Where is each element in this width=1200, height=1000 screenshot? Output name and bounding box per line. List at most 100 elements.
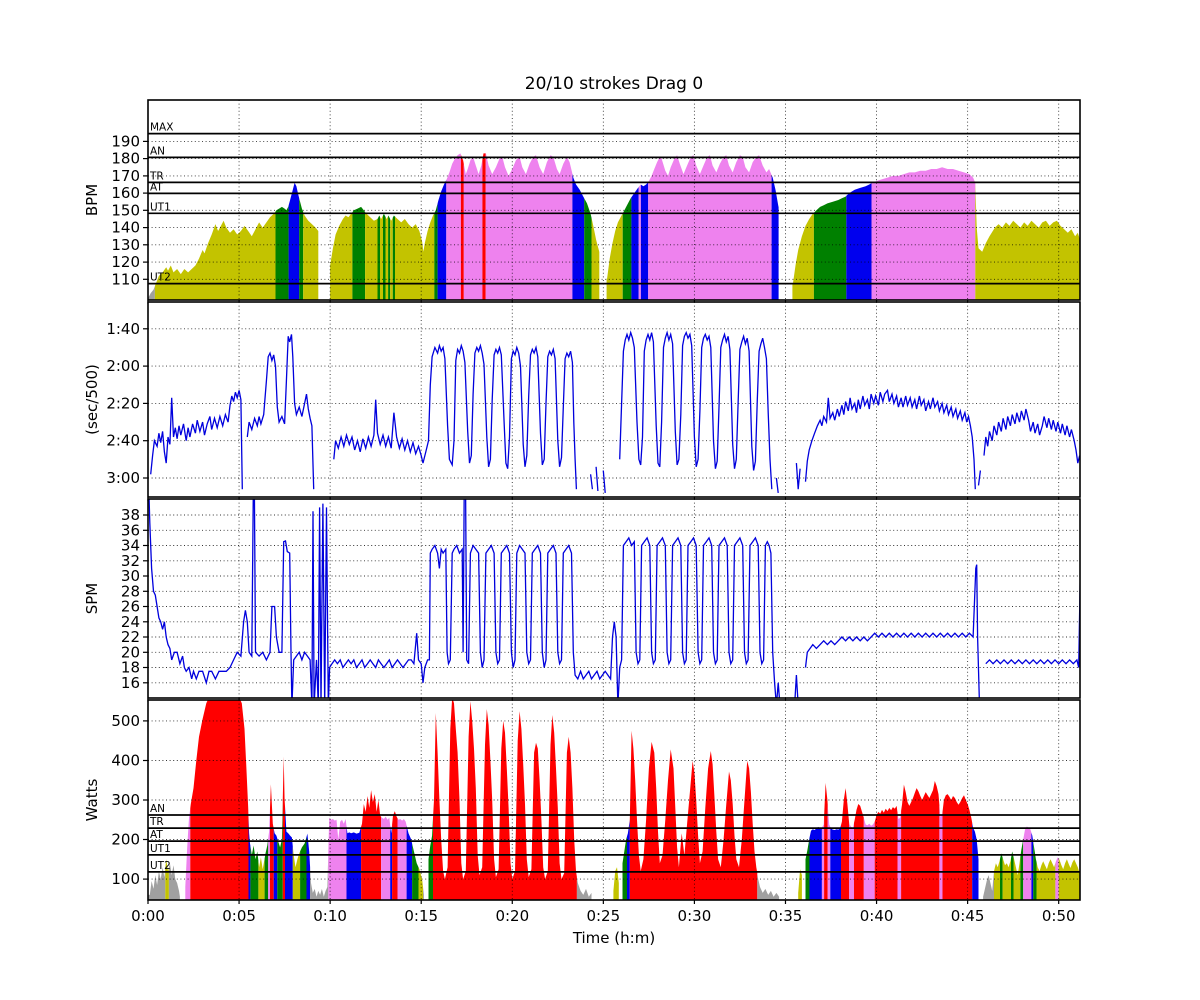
bpm-segment-violet	[463, 156, 483, 300]
watts-segment-green	[300, 836, 307, 900]
watts-segment-gray	[983, 871, 994, 900]
bpm-segment-yellow	[390, 217, 393, 300]
watts-segment-red	[190, 700, 249, 900]
watts-segment-yellow	[613, 867, 619, 900]
bpm-segment-gray	[148, 286, 155, 300]
watts-segment-violet	[939, 805, 943, 900]
bpm-segment-yellow	[365, 212, 378, 300]
axes-border	[147, 99, 1081, 301]
bpm-segment-yellow	[385, 216, 389, 300]
watts-segment-blue	[306, 833, 311, 900]
zone-label-MAX: MAX	[150, 122, 173, 134]
x-tick-label: 0:35	[769, 907, 803, 925]
y-tick-label: 18	[121, 659, 140, 677]
bpm-segment-yellow	[380, 215, 383, 300]
watts-segment-red	[854, 804, 864, 900]
zone-label-UT2: UT2	[150, 860, 171, 872]
y-tick-label: 30	[121, 567, 140, 585]
watts-segment-violet	[863, 817, 875, 900]
ylabel-pace: (sec/500)	[83, 364, 101, 435]
y-tick-label: 28	[121, 582, 140, 600]
zone-label-UT1: UT1	[150, 843, 171, 855]
bpm-segment-green	[813, 195, 847, 300]
y-tick-label: 180	[111, 150, 140, 168]
watts-segment-violet	[1055, 857, 1059, 900]
watts-segment-gray	[148, 867, 166, 900]
watts-segment-yellow	[418, 867, 423, 900]
x-tick-label: 0:50	[1042, 907, 1076, 925]
watts-segment-gray	[423, 887, 424, 900]
bpm-segment-green	[434, 203, 438, 300]
zone-label-AN: AN	[150, 803, 165, 815]
bpm-segment-green	[275, 205, 289, 300]
bpm-segment-blue	[771, 175, 779, 300]
y-tick-label: 150	[111, 201, 140, 219]
watts-segment-green	[1033, 841, 1037, 900]
y-tick-label: 190	[111, 132, 140, 150]
y-tick-label: 400	[111, 752, 140, 770]
bpm-segment-yellow	[792, 212, 814, 300]
watts-segment-violet	[381, 816, 391, 900]
bpm-segment-green	[377, 215, 380, 300]
bpm-segment-yellow	[606, 213, 623, 300]
watts-segment-green	[277, 798, 283, 900]
watts-segment-blue	[972, 822, 979, 900]
zone-label-AT: AT	[150, 829, 163, 841]
bpm-segment-green	[584, 198, 592, 300]
y-tick-label: 160	[111, 184, 140, 202]
bpm-segment-yellow	[395, 213, 435, 300]
y-tick-label: 140	[111, 219, 140, 237]
watts-segment-violet	[397, 818, 407, 900]
watts-segment-yellow	[1058, 858, 1080, 900]
watts-segment-blue	[809, 826, 822, 900]
bpm-segment-violet	[446, 153, 461, 300]
watts-segment-yellow	[994, 858, 1000, 900]
bpm-segment-violet	[871, 167, 976, 300]
x-tick-label: 0:20	[495, 907, 529, 925]
watts-segment-blue	[1031, 832, 1034, 900]
bpm-segment-blue	[640, 182, 649, 300]
bpm-segment-blue	[288, 182, 300, 300]
bpm-segment-yellow	[591, 217, 600, 300]
zone-label-TR: TR	[149, 816, 164, 828]
watts-segment-green	[622, 836, 627, 900]
ylabel-bpm: BPM	[83, 184, 101, 216]
watts-segment-green	[264, 838, 269, 900]
gridlines	[148, 700, 1080, 900]
bpm-segment-green	[383, 213, 386, 300]
y-tick-label: 32	[121, 552, 140, 570]
x-tick-label: 0:40	[860, 907, 894, 925]
y-tick-label: 26	[121, 598, 140, 616]
x-tick-label: 0:00	[131, 907, 165, 925]
watts-segment-yellow	[1002, 857, 1011, 900]
watts-segment-violet	[849, 822, 854, 900]
spm-line-series	[148, 499, 1080, 698]
watts-segment-gray	[576, 877, 592, 900]
zone-label-TR: TR	[149, 170, 164, 182]
watts-segment-yellow	[292, 846, 301, 900]
y-tick-label: 130	[111, 236, 140, 254]
y-tick-label: 34	[121, 537, 140, 555]
watts-segment-red	[942, 794, 973, 900]
bpm-segment-violet	[638, 184, 641, 300]
watts-segment-red	[270, 784, 274, 900]
y-tick-label: 170	[111, 167, 140, 185]
axes-border	[147, 301, 1081, 498]
bpm-segment-green	[352, 206, 366, 300]
watts-segment-blue	[406, 825, 413, 900]
bpm-segment-green	[622, 197, 632, 300]
watts-segment-blue	[285, 806, 293, 900]
y-tick-label: 100	[111, 870, 140, 888]
zone-label-UT2: UT2	[150, 272, 171, 284]
watts-segment-green	[1000, 853, 1003, 900]
y-tick-label: 38	[121, 506, 140, 524]
y-tick-label: 22	[121, 628, 140, 646]
watts-segment-blue	[830, 825, 841, 900]
bpm-segment-green	[388, 215, 391, 300]
y-tick-label: 20	[121, 643, 140, 661]
chart-title: 20/10 strokes Drag 0	[524, 74, 704, 94]
bpm-segment-red	[482, 153, 486, 300]
